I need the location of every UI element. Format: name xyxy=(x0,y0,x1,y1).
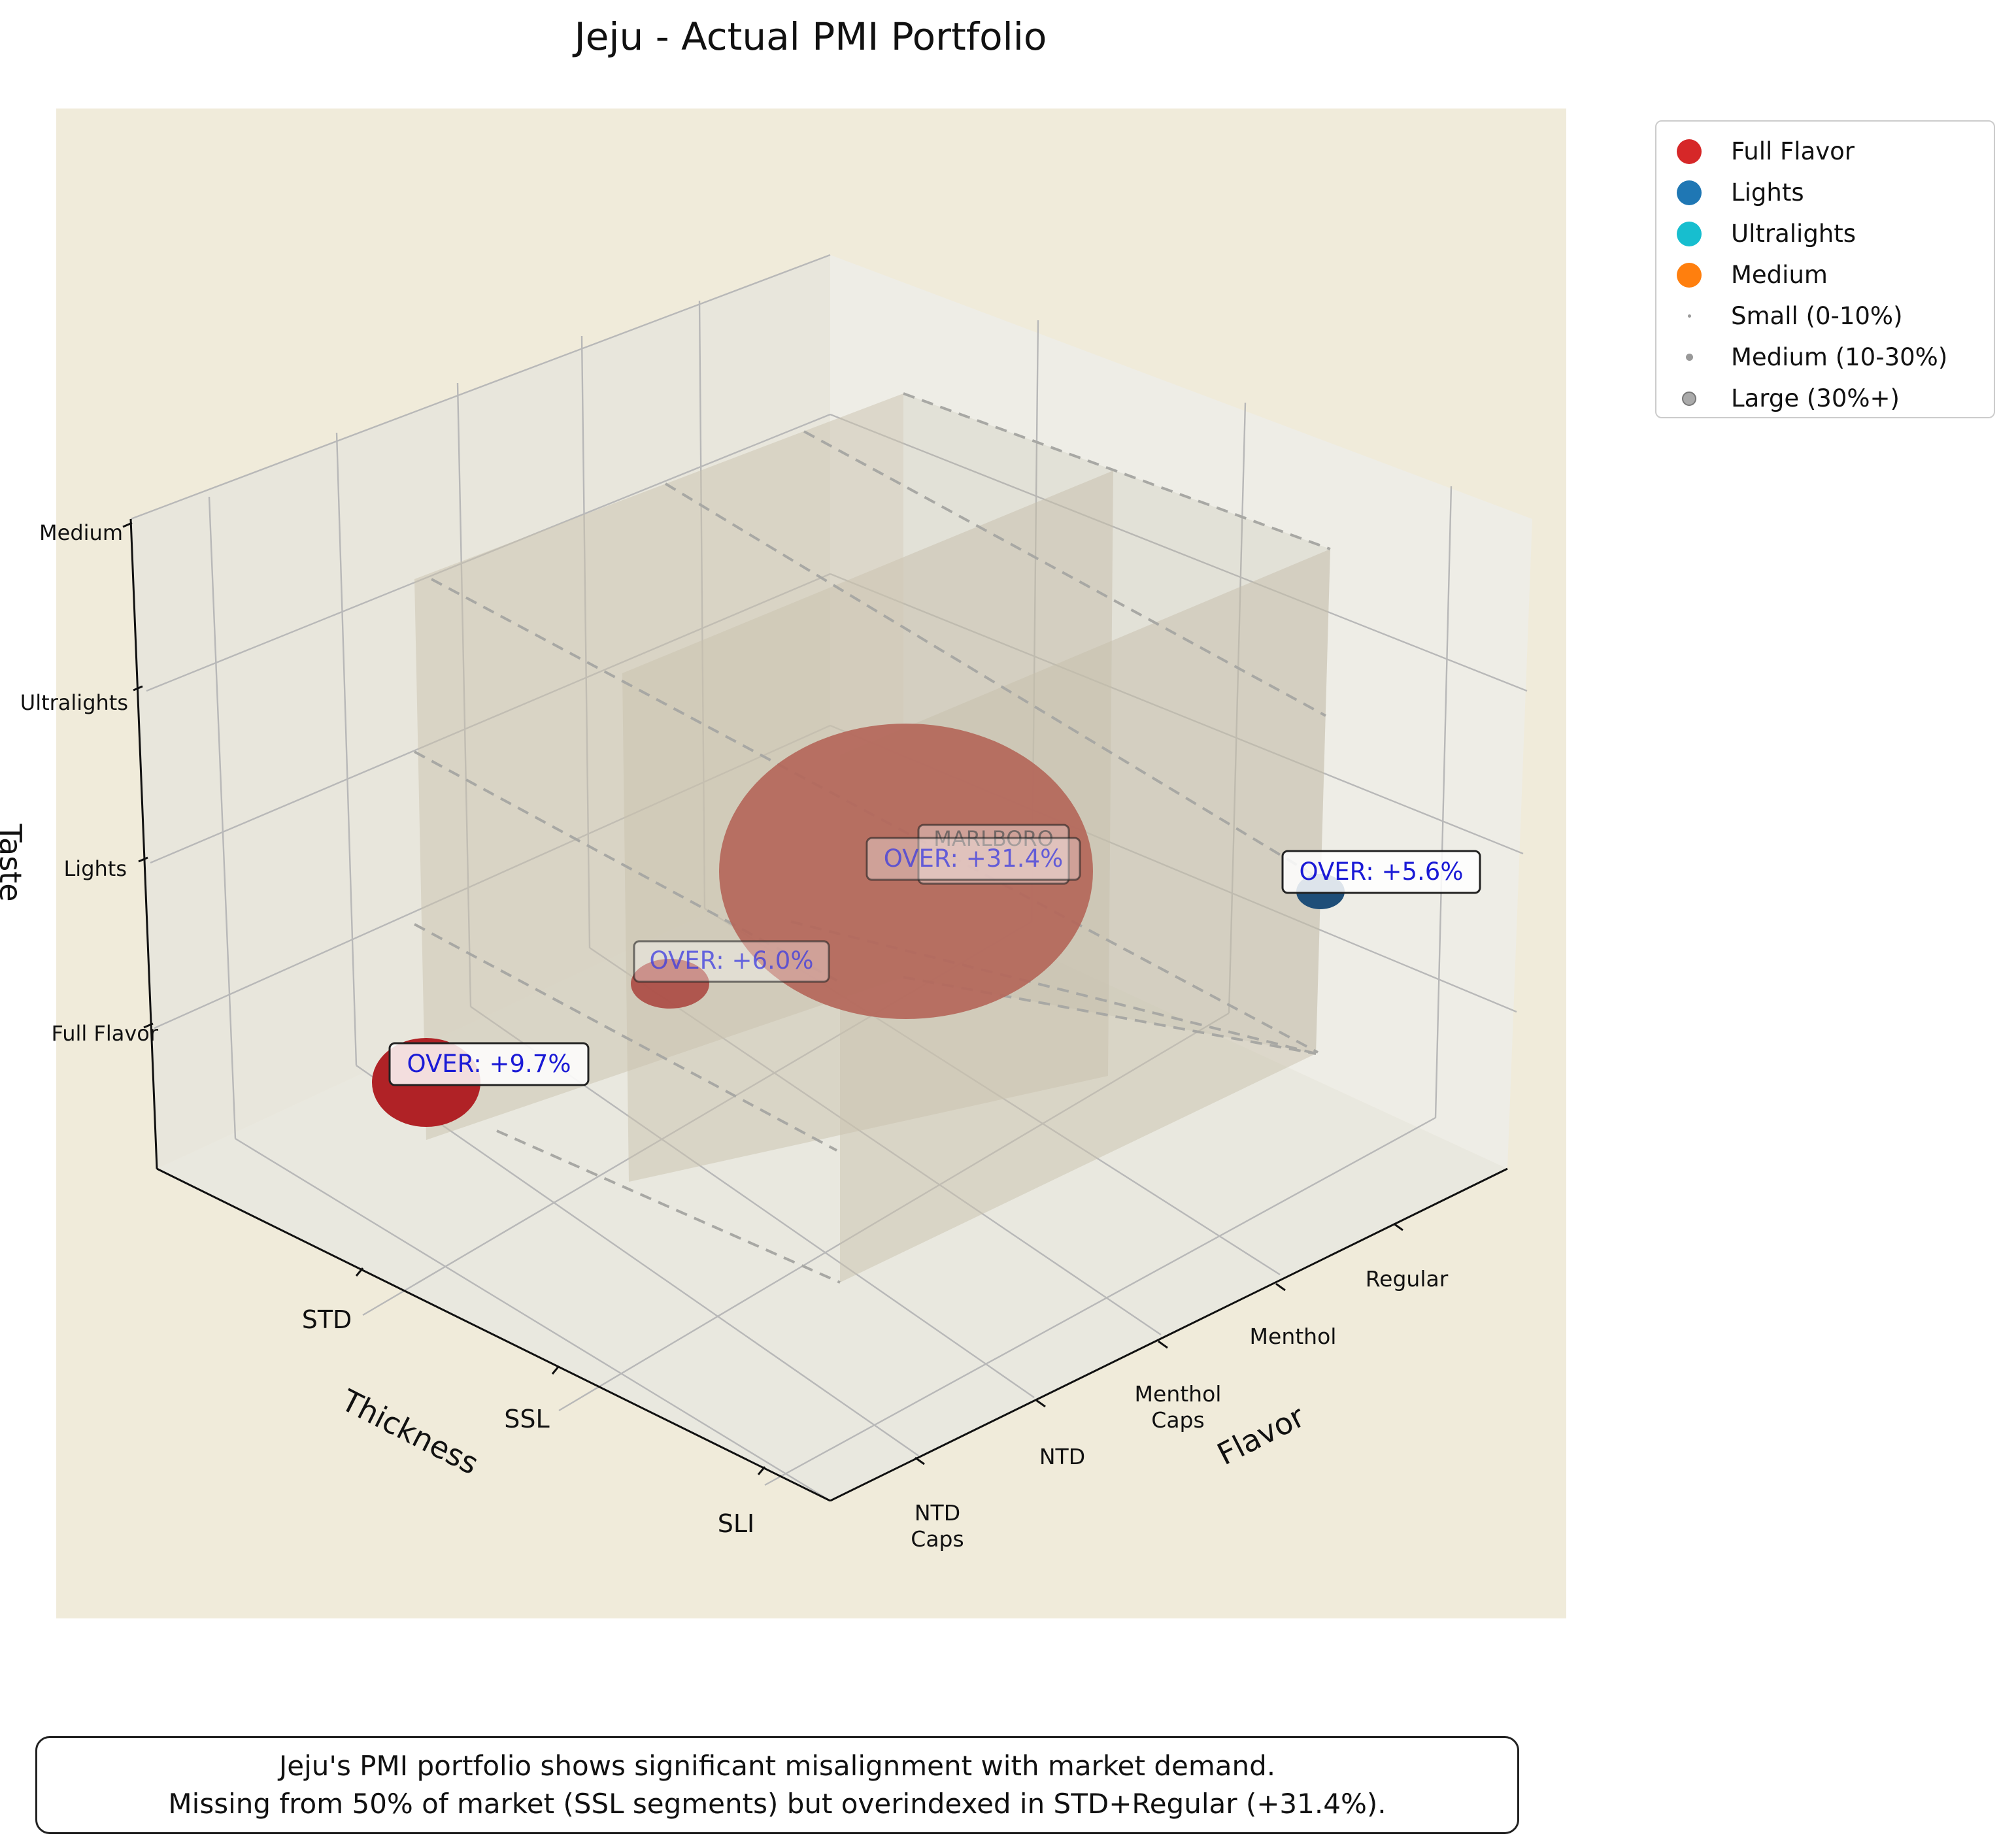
chart-title: Jeju - Actual PMI Portfolio xyxy=(573,14,1047,59)
z-tick-ultralights: Ultralights xyxy=(20,690,128,715)
legend-item-lights: Lights xyxy=(1670,172,1981,213)
z-tick-full-flavor: Full Flavor xyxy=(52,1021,159,1046)
axis-ticks xyxy=(122,522,1403,1475)
legend-label: Small (0-10%) xyxy=(1731,302,1903,330)
legend-label: Full Flavor xyxy=(1731,137,1855,165)
segment-box-edges xyxy=(414,392,1331,1284)
legend-item-size-large: Large (30%+) xyxy=(1670,378,1981,419)
y-tick-ntd: NTD xyxy=(1039,1444,1085,1469)
caption-box: Jeju's PMI portfolio shows significant m… xyxy=(35,1736,1519,1834)
caption-line-1: Jeju's PMI portfolio shows significant m… xyxy=(278,1750,1276,1782)
z-tick-medium: Medium xyxy=(39,520,123,545)
annotation-std-regular-lights: OVER: +5.6% xyxy=(1300,858,1464,886)
y-tick-menthol: Menthol xyxy=(1250,1324,1337,1349)
legend-label: Medium (10-30%) xyxy=(1731,343,1948,371)
legend: Full Flavor Lights Ultralights Medium Sm… xyxy=(1655,120,1995,418)
legend-marker-icon xyxy=(1670,354,1709,361)
caption-line-2: Missing from 50% of market (SSL segments… xyxy=(168,1788,1386,1820)
z-axis-label: Taste xyxy=(0,824,28,902)
legend-item-size-medium: Medium (10-30%) xyxy=(1670,337,1981,378)
y-tick-menthol-caps: Menthol Caps xyxy=(1135,1381,1222,1433)
z-tick-lights: Lights xyxy=(63,856,127,881)
legend-label: Large (30%+) xyxy=(1731,384,1900,412)
point-std-regular-full-flavor xyxy=(719,724,1093,1019)
annotation-std-regular: OVER: +31.4% xyxy=(884,845,1064,873)
y-tick-ntd-caps: NTD Caps xyxy=(911,1500,964,1552)
legend-label: Ultralights xyxy=(1731,220,1856,248)
point-std-ntd-full-flavor xyxy=(631,959,709,1009)
legend-item-ultralights: Ultralights xyxy=(1670,213,1981,254)
legend-label: Lights xyxy=(1731,178,1804,207)
legend-marker-icon xyxy=(1670,262,1709,288)
legend-marker-icon xyxy=(1670,221,1709,246)
annotations: MARLBORO OVER: +31.4% OVER: +6.0% OVER: … xyxy=(388,824,1481,1086)
legend-marker-icon xyxy=(1670,139,1709,164)
legend-label: Medium xyxy=(1731,261,1828,289)
legend-marker-icon xyxy=(1670,314,1709,318)
annotation-std-ntdcaps: OVER: +9.7% xyxy=(407,1050,571,1078)
legend-item-medium: Medium xyxy=(1670,254,1981,295)
x-tick-ssl: SSL xyxy=(504,1405,549,1433)
x-tick-labels: STD SSL SLI xyxy=(302,1305,755,1538)
legend-marker-icon xyxy=(1670,391,1709,406)
z-tick-labels: Medium Ultralights Lights Full Flavor xyxy=(20,520,159,1046)
legend-item-full-flavor: Full Flavor xyxy=(1670,131,1981,172)
y-tick-labels: Regular Menthol Menthol Caps NTD NTD Caps xyxy=(911,1266,1448,1552)
annotation-std-ntd: OVER: +6.0% xyxy=(650,946,814,975)
x-tick-std: STD xyxy=(302,1305,352,1334)
x-tick-sli: SLI xyxy=(718,1509,755,1538)
y-tick-regular: Regular xyxy=(1366,1266,1449,1292)
legend-marker-icon xyxy=(1670,180,1709,205)
legend-item-size-small: Small (0-10%) xyxy=(1670,295,1981,337)
